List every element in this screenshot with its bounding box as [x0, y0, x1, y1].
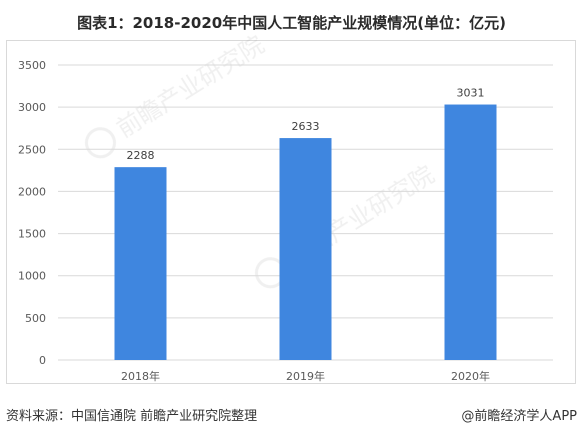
data-labels: 2288 2633 3031 [127, 87, 485, 163]
y-tick-label: 0 [39, 354, 46, 367]
y-tick-label: 2500 [18, 143, 46, 156]
x-tick-label: 2019年 [286, 369, 325, 383]
data-label: 3031 [457, 87, 485, 100]
x-axis-ticks: 2018年 2019年 2020年 [121, 369, 490, 383]
x-tick-label: 2018年 [121, 369, 160, 383]
data-label: 2288 [127, 149, 155, 162]
source-note: 资料来源：中国信通院 前瞻产业研究院整理 [6, 409, 258, 424]
y-tick-label: 3000 [18, 101, 46, 114]
x-tick-label: 2020年 [451, 369, 490, 383]
bar [444, 104, 497, 360]
bar [114, 167, 167, 360]
credit-note: @前瞻经济学人APP [461, 409, 577, 424]
chart-title: 图表1：2018-2020年中国人工智能产业规模情况(单位：亿元) [77, 14, 506, 32]
data-label: 2633 [292, 120, 320, 133]
bar [279, 138, 332, 360]
y-tick-label: 1000 [18, 270, 46, 283]
chart-frame [6, 40, 576, 384]
y-tick-label: 500 [25, 312, 46, 325]
bars [114, 104, 497, 360]
y-tick-label: 3500 [18, 59, 46, 72]
y-tick-label: 2000 [18, 185, 46, 198]
y-tick-label: 1500 [18, 228, 46, 241]
y-axis-ticks: 0 500 1000 1500 2000 2500 3000 3500 [18, 59, 46, 367]
